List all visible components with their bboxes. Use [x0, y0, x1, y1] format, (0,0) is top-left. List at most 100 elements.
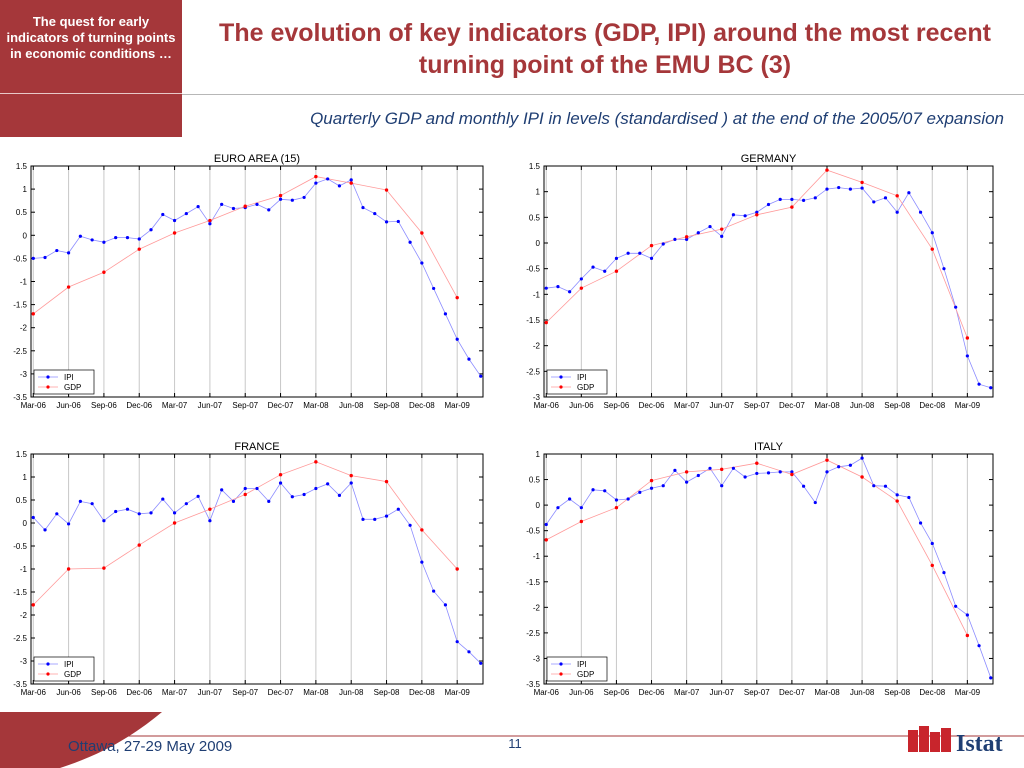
ipi-point	[977, 382, 981, 386]
ipi-point	[638, 490, 642, 494]
ipi-point	[102, 240, 106, 244]
chart-title: FRANCE	[234, 441, 279, 453]
slide-subtitle: Quarterly GDP and monthly IPI in levels …	[310, 109, 1004, 128]
chart-title: GERMANY	[741, 153, 797, 165]
ipi-point	[883, 484, 888, 488]
ipi-point	[755, 471, 759, 476]
ipi-point	[479, 374, 483, 378]
plot-frame	[543, 453, 994, 685]
y-tick-label: -3	[533, 393, 541, 402]
ipi-point	[942, 267, 946, 271]
ipi-point	[255, 202, 259, 206]
y-tick-label: 0.5	[16, 208, 28, 217]
legend-box	[33, 656, 95, 682]
ipi-point	[443, 312, 448, 316]
legend-marker	[46, 662, 50, 666]
ipi-point	[965, 354, 969, 358]
x-tick-label: Dec-07	[779, 401, 805, 410]
ipi-point	[638, 251, 642, 255]
ipi-point	[467, 650, 471, 654]
ipi-point	[918, 210, 923, 214]
gdp-point	[102, 270, 106, 274]
x-tick-label: Jun-06	[56, 688, 81, 697]
ipi-point	[954, 604, 958, 608]
chart-title: ITALY	[754, 441, 784, 453]
ipi-point	[149, 228, 153, 232]
x-tick-label: Dec-08	[919, 401, 945, 410]
ipi-point	[432, 286, 436, 291]
x-tick-label: Sep-08	[884, 401, 910, 410]
gdp-point	[420, 231, 424, 235]
ipi-point	[766, 202, 771, 207]
ipi-point	[408, 240, 412, 244]
gdp-point	[790, 472, 794, 477]
ipi-point	[603, 489, 607, 493]
ipi-point	[290, 198, 294, 202]
x-tick-label: Mar-08	[303, 688, 329, 697]
ipi-point	[267, 499, 271, 503]
ipi-point	[848, 187, 852, 191]
chart-france: FRANCE1.510.50-0.5-1-1.5-2-2.5-3-3.5Mar-…	[13, 441, 484, 697]
gdp-point	[544, 538, 548, 542]
ipi-point	[708, 224, 712, 229]
x-tick-label: Dec-06	[126, 401, 152, 410]
ipi-point	[813, 196, 817, 200]
ipi-point	[43, 255, 47, 260]
ipi-point	[626, 251, 630, 255]
x-tick-label: Sep-06	[91, 688, 117, 697]
ipi-point	[685, 480, 689, 484]
ipi-point	[161, 212, 165, 217]
x-tick-label: Mar-06	[534, 688, 560, 697]
legend-label: GDP	[64, 383, 81, 392]
sidebar-text: The quest for early indicators of turnin…	[6, 14, 176, 61]
ipi-point	[837, 465, 841, 469]
ipi-point	[720, 234, 724, 238]
footer-band	[0, 712, 1024, 768]
ipi-point	[778, 470, 782, 474]
ipi-point	[883, 196, 888, 200]
legend-marker	[559, 385, 563, 389]
ipi-point	[172, 511, 177, 515]
legend-marker	[559, 375, 563, 379]
ipi-point	[102, 519, 106, 523]
x-tick-label: Mar-09	[955, 401, 981, 410]
ipi-point	[790, 197, 794, 201]
x-tick-label: Jun-06	[569, 688, 594, 697]
gdp-point	[684, 470, 689, 474]
x-tick-label: Sep-08	[374, 688, 400, 697]
ipi-point	[326, 482, 330, 486]
y-tick-label: 0	[536, 239, 541, 248]
ipi-point	[208, 222, 212, 226]
ipi-point	[661, 242, 665, 246]
ipi-point	[114, 509, 118, 514]
x-tick-label: Dec-07	[268, 688, 294, 697]
ipi-point	[895, 493, 899, 497]
gdp-point	[965, 336, 970, 340]
y-tick-label: -1	[533, 290, 541, 299]
ipi-point	[989, 386, 993, 390]
ipi-point	[848, 463, 852, 467]
ipi-point	[231, 206, 236, 211]
ipi-point	[685, 237, 689, 242]
gdp-point	[102, 566, 106, 570]
ipi-point	[220, 202, 224, 206]
ipi-point	[614, 256, 619, 260]
ipi-point	[918, 521, 923, 525]
ipi-point	[114, 236, 118, 240]
ipi-point	[278, 481, 283, 485]
x-tick-label: Jun-07	[709, 688, 734, 697]
gdp-point	[895, 499, 899, 503]
y-tick-label: 1	[536, 450, 541, 459]
y-tick-label: -1	[20, 565, 28, 574]
ipi-point	[731, 466, 736, 470]
ipi-point	[326, 177, 330, 181]
ipi-point	[479, 661, 483, 665]
gdp-point	[649, 243, 654, 248]
ipi-point	[455, 337, 459, 341]
ipi-point	[989, 676, 993, 680]
y-tick-label: -3.5	[526, 680, 540, 689]
gdp-point	[314, 174, 318, 179]
ipi-point	[467, 357, 471, 361]
ipi-point	[137, 512, 141, 516]
